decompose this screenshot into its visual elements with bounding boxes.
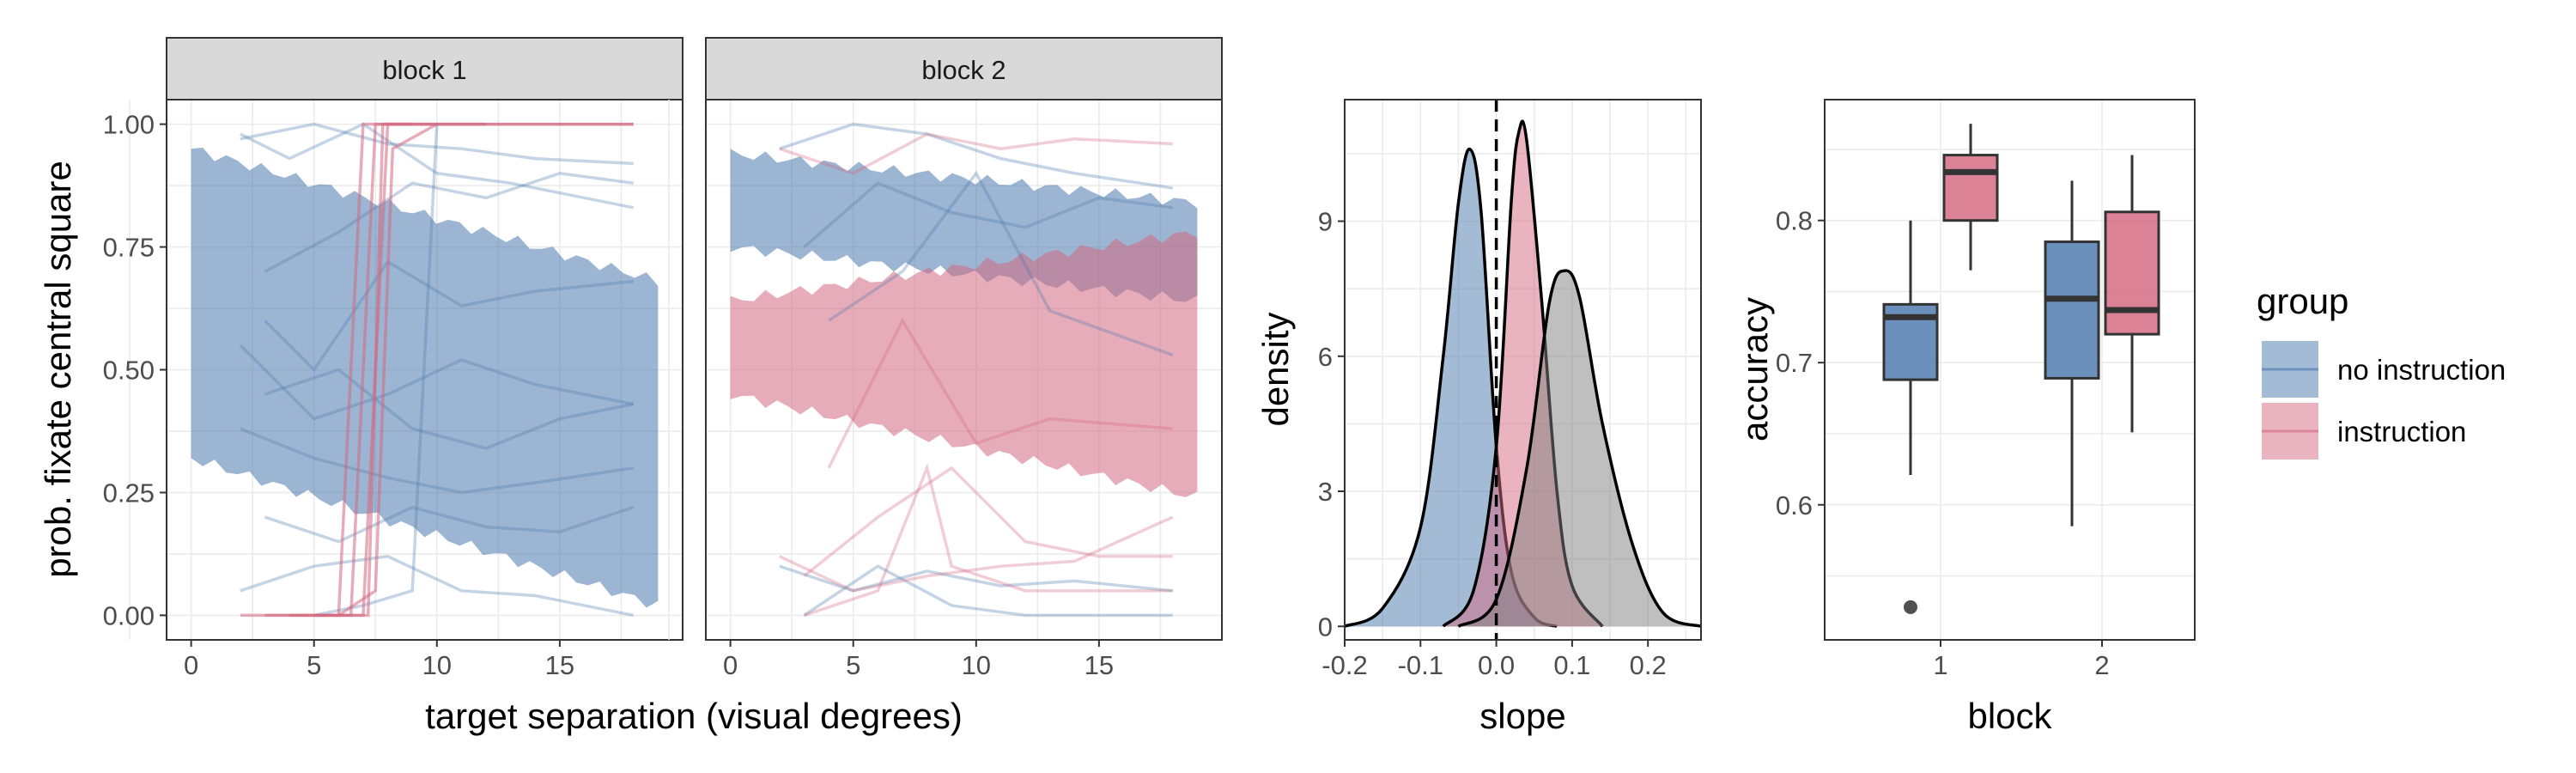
individual-line — [264, 259, 634, 373]
x-tick-label: 5 — [307, 650, 321, 680]
individual-line — [239, 344, 635, 421]
box-2-instruction — [2104, 155, 2160, 433]
legend-label: instruction — [2337, 416, 2466, 447]
x-tick-label: 10 — [962, 650, 991, 680]
individual-line — [240, 122, 634, 166]
y-tick-label: 1.00 — [103, 110, 155, 140]
individual-line — [779, 515, 1174, 593]
facet-plot-area — [730, 122, 1198, 618]
x-tick-label: 1 — [1933, 650, 1947, 680]
box-2-no-instruction — [2044, 180, 2100, 526]
x-axis-title: slope — [1479, 696, 1565, 736]
facet-plot-area — [191, 122, 659, 618]
individual-line — [240, 554, 635, 618]
y-axis-title: prob. fixate central square — [38, 161, 78, 578]
y-tick-label: 0.8 — [1776, 206, 1813, 236]
density-fill-other — [1458, 271, 1701, 627]
facet-strip-label: block 2 — [921, 55, 1005, 85]
separation-facet-panels: block 1 0 5 10 15 0.00 0.25 0.50 0.75 1.00 block 2… — [38, 37, 1223, 736]
box-outlier — [1904, 600, 1917, 614]
individual-line — [240, 122, 635, 210]
individual-line — [779, 122, 1174, 190]
x-tick-label: 0.2 — [1630, 650, 1667, 680]
box-1-no-instruction — [1882, 220, 1939, 614]
individual-line — [240, 427, 635, 495]
density-fill-no-instruction — [1345, 149, 1558, 627]
y-tick-label: 0.25 — [103, 478, 155, 508]
x-tick-label: 10 — [422, 650, 452, 680]
x-tick-label: -0.1 — [1398, 650, 1443, 680]
x-tick-label: 15 — [1084, 650, 1114, 680]
facet-strip-label: block 1 — [382, 55, 466, 85]
box-iqr — [1942, 154, 1999, 222]
individual-line — [803, 564, 1173, 618]
individual-line — [828, 170, 1174, 356]
slope-density-panel: -0.2 -0.1 0.0 0.1 0.2 0 3 6 9 slope density — [1255, 99, 1702, 736]
x-tick-label: 0 — [184, 650, 198, 680]
box-iqr — [2104, 210, 2160, 336]
x-tick-label: 0.1 — [1553, 650, 1590, 680]
x-tick-label: 15 — [545, 650, 574, 680]
individual-line — [337, 123, 438, 617]
accuracy-boxplot-panel: 0.6 0.7 0.8 1 2 block accuracy — [1735, 99, 2196, 736]
x-tick-label: 0 — [723, 650, 738, 680]
individual-line — [803, 181, 1173, 248]
x-axis-title: target separation (visual degrees) — [425, 696, 963, 736]
facet-2: block 2 0 5 10 15 — [668, 37, 1223, 680]
y-tick-label: 0 — [1318, 612, 1333, 642]
individual-line — [803, 466, 1173, 578]
individual-line — [264, 171, 634, 273]
y-tick-label: 0.75 — [103, 233, 155, 263]
individual-line — [803, 463, 1173, 618]
box-iqr — [2044, 240, 2100, 380]
box-1-instruction — [1942, 124, 1999, 271]
panel-border — [1824, 99, 2196, 641]
panel-border — [705, 99, 1223, 641]
y-axis-title: accuracy — [1735, 297, 1775, 441]
legend-title: group — [2257, 281, 2348, 321]
ribbon-instruction — [730, 231, 1198, 497]
density-fill-instruction — [1443, 121, 1603, 627]
y-tick-label: 9 — [1318, 207, 1333, 237]
y-tick-label: 3 — [1318, 477, 1333, 507]
density-plot-area — [1345, 100, 1701, 640]
y-tick-label: 0.00 — [103, 600, 155, 630]
individual-line — [827, 317, 1173, 469]
x-tick-label: 0.0 — [1478, 650, 1515, 680]
y-tick-label: 0.50 — [103, 356, 155, 386]
x-tick-label: 2 — [2094, 650, 2109, 680]
y-axis-title: density — [1255, 312, 1296, 426]
y-tick-label: 0.7 — [1776, 348, 1813, 378]
y-tick-label: 0.6 — [1776, 490, 1813, 520]
panel-border — [1344, 99, 1702, 641]
x-axis-title: block — [1967, 696, 2052, 736]
legend: group no instruction instruction — [2257, 281, 2506, 460]
x-tick-label: 5 — [846, 650, 860, 680]
facet-1: block 1 0 5 10 15 0.00 0.25 0.50 0.75 1.00 — [103, 37, 683, 680]
facet-strip — [705, 37, 1223, 100]
individual-line — [264, 368, 635, 450]
individual-line — [264, 505, 635, 544]
facet-strip — [166, 37, 683, 100]
individual-line — [779, 564, 1173, 593]
x-tick-label: -0.2 — [1321, 650, 1367, 680]
ribbon-no-instruction — [191, 147, 659, 608]
density-curve-other — [1457, 269, 1701, 628]
individual-line — [779, 132, 1173, 175]
legend-label: no instruction — [2337, 354, 2506, 386]
y-tick-label: 6 — [1318, 342, 1333, 372]
